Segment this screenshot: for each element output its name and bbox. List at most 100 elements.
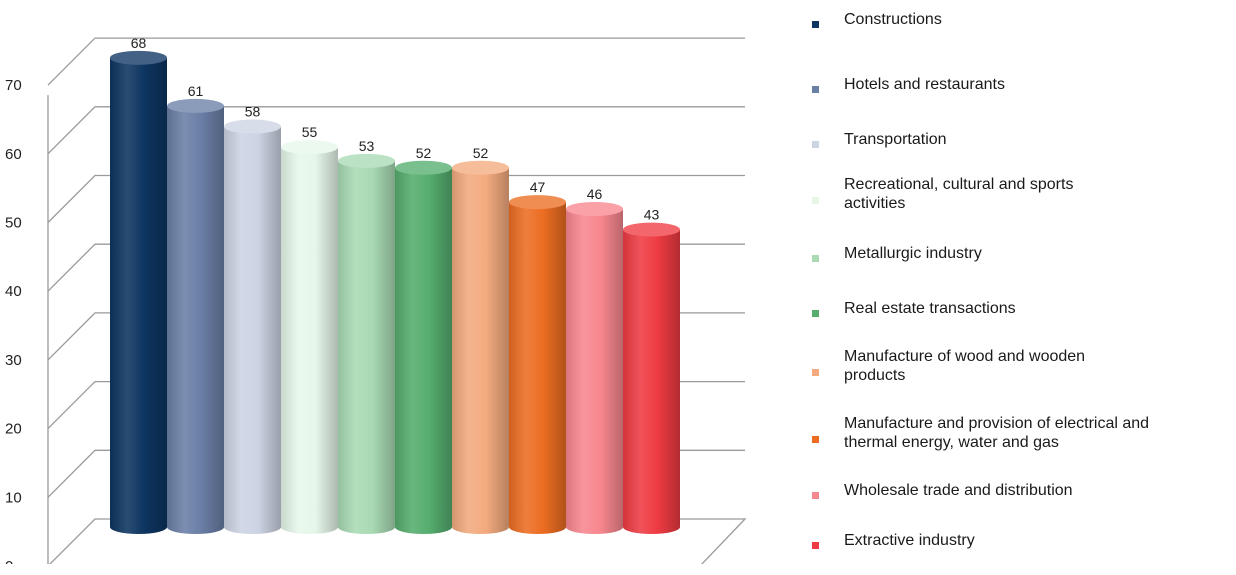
legend-label-line: activities <box>844 195 906 212</box>
gridline <box>47 106 745 155</box>
bar <box>224 119 281 535</box>
legend-swatch <box>812 255 819 262</box>
bar <box>623 222 680 535</box>
legend-label: Transportation <box>844 130 1229 149</box>
bar-body <box>395 167 452 535</box>
bar <box>338 153 395 535</box>
legend-swatch <box>812 21 819 28</box>
legend-label-line: Transportation <box>844 131 947 148</box>
legend-item: Transportation <box>812 128 1232 174</box>
bar <box>566 201 623 535</box>
legend-item: Constructions <box>812 8 1232 54</box>
bar-body <box>452 167 509 535</box>
legend-label: Metallurgic industry <box>844 244 1229 263</box>
bar-top <box>167 98 224 113</box>
bar-value-label: 46 <box>587 186 603 202</box>
legend-item: Hotels and restaurants <box>812 73 1232 119</box>
y-tick-label: 40 <box>5 283 22 300</box>
bar-chart: 0 10 20 30 40 50 60 70 68 61 58 55 53 52 52 47 46 43 <box>5 35 747 564</box>
legend-swatch <box>812 141 819 148</box>
bar-top <box>281 140 338 155</box>
bar <box>452 160 509 535</box>
bar-body <box>623 229 680 535</box>
legend-swatch <box>812 542 819 549</box>
legend-label: Wholesale trade and distribution <box>844 481 1229 500</box>
bar-value-label: 52 <box>416 145 432 161</box>
legend-item: Recreational, cultural and sports activit… <box>812 173 1232 219</box>
legend-label-line: Constructions <box>844 11 942 28</box>
legend-swatch <box>812 310 819 317</box>
bar-value-label: 52 <box>473 145 489 161</box>
bar-top <box>566 201 623 216</box>
legend-item: Real estate transactions <box>812 297 1232 343</box>
legend-label: Manufacture and provision of electrical … <box>844 414 1229 452</box>
bar <box>110 50 167 535</box>
y-tick-label: 60 <box>5 146 22 163</box>
legend-label-line: products <box>844 367 906 384</box>
bar-top <box>338 153 395 168</box>
legend-label: Real estate transactions <box>844 299 1229 318</box>
y-tick-label: 70 <box>5 77 22 94</box>
legend-item: Manufacture of wood and wooden products <box>812 345 1232 391</box>
legend-label: Constructions <box>844 10 1229 29</box>
bar-body <box>110 57 167 535</box>
chart-legend: Constructions Hotels and restaurants Trans… <box>812 0 1232 564</box>
bar-value-label: 43 <box>644 207 660 223</box>
legend-label-line: Extractive industry <box>844 532 975 549</box>
legend-label: Recreational, cultural and sports activit… <box>844 175 1229 213</box>
bar-top <box>509 195 566 210</box>
legend-swatch <box>812 369 819 376</box>
legend-label-line: thermal energy, water and gas <box>844 434 1059 451</box>
legend-label-line: Metallurgic industry <box>844 245 982 262</box>
bar <box>281 140 338 535</box>
chart-data-labels: 68 61 58 55 53 52 52 47 46 43 <box>131 35 660 223</box>
bar-body <box>224 126 281 535</box>
bar-top <box>452 160 509 175</box>
bar-value-label: 53 <box>359 138 375 154</box>
gridline <box>47 174 745 223</box>
bar-body <box>281 147 338 535</box>
bar <box>167 98 224 535</box>
legend-label: Extractive industry <box>844 531 1229 550</box>
legend-item: Wholesale trade and distribution <box>812 479 1232 525</box>
legend-swatch <box>812 492 819 499</box>
bar-value-label: 58 <box>245 104 261 120</box>
y-tick-label: 10 <box>5 489 22 506</box>
y-tick-label: 0 <box>5 558 13 564</box>
y-tick-label: 20 <box>5 421 22 438</box>
bar-top <box>224 119 281 134</box>
bar-body <box>509 202 566 535</box>
bar <box>395 160 452 535</box>
bar-top <box>395 160 452 175</box>
y-tick-label: 50 <box>5 215 22 232</box>
y-tick-label: 30 <box>5 352 22 369</box>
chart-floor <box>49 518 747 564</box>
legend-label-line: Manufacture of wood and wooden <box>844 348 1086 365</box>
chart-bars <box>110 50 680 535</box>
legend-label-line: Recreational, cultural and sports <box>844 176 1074 193</box>
bar-body <box>338 160 395 535</box>
legend-item: Manufacture and provision of electrical … <box>812 412 1232 458</box>
bar-value-label: 61 <box>188 83 204 99</box>
y-axis-tick-labels: 0 10 20 30 40 50 60 70 <box>5 77 22 564</box>
bar-top <box>623 222 680 237</box>
legend-label-line: Manufacture and provision of electrical … <box>844 415 1150 432</box>
bar-value-label: 68 <box>131 35 147 51</box>
bar-value-label: 55 <box>302 124 318 140</box>
gridline <box>47 37 745 86</box>
bar-top <box>110 50 167 65</box>
legend-swatch <box>812 197 819 204</box>
legend-label-line: Wholesale trade and distribution <box>844 482 1073 499</box>
legend-label-line: Real estate transactions <box>844 300 1016 317</box>
bar-body <box>566 208 623 535</box>
legend-label: Manufacture of wood and wooden products <box>844 347 1229 385</box>
legend-item: Extractive industry <box>812 529 1232 575</box>
legend-label-line: Hotels and restaurants <box>844 76 1005 93</box>
bar <box>509 195 566 535</box>
bar-body <box>167 105 224 535</box>
legend-label: Hotels and restaurants <box>844 75 1229 94</box>
legend-item: Metallurgic industry <box>812 242 1232 288</box>
legend-swatch <box>812 436 819 443</box>
legend-swatch <box>812 86 819 93</box>
bar-value-label: 47 <box>530 179 546 195</box>
